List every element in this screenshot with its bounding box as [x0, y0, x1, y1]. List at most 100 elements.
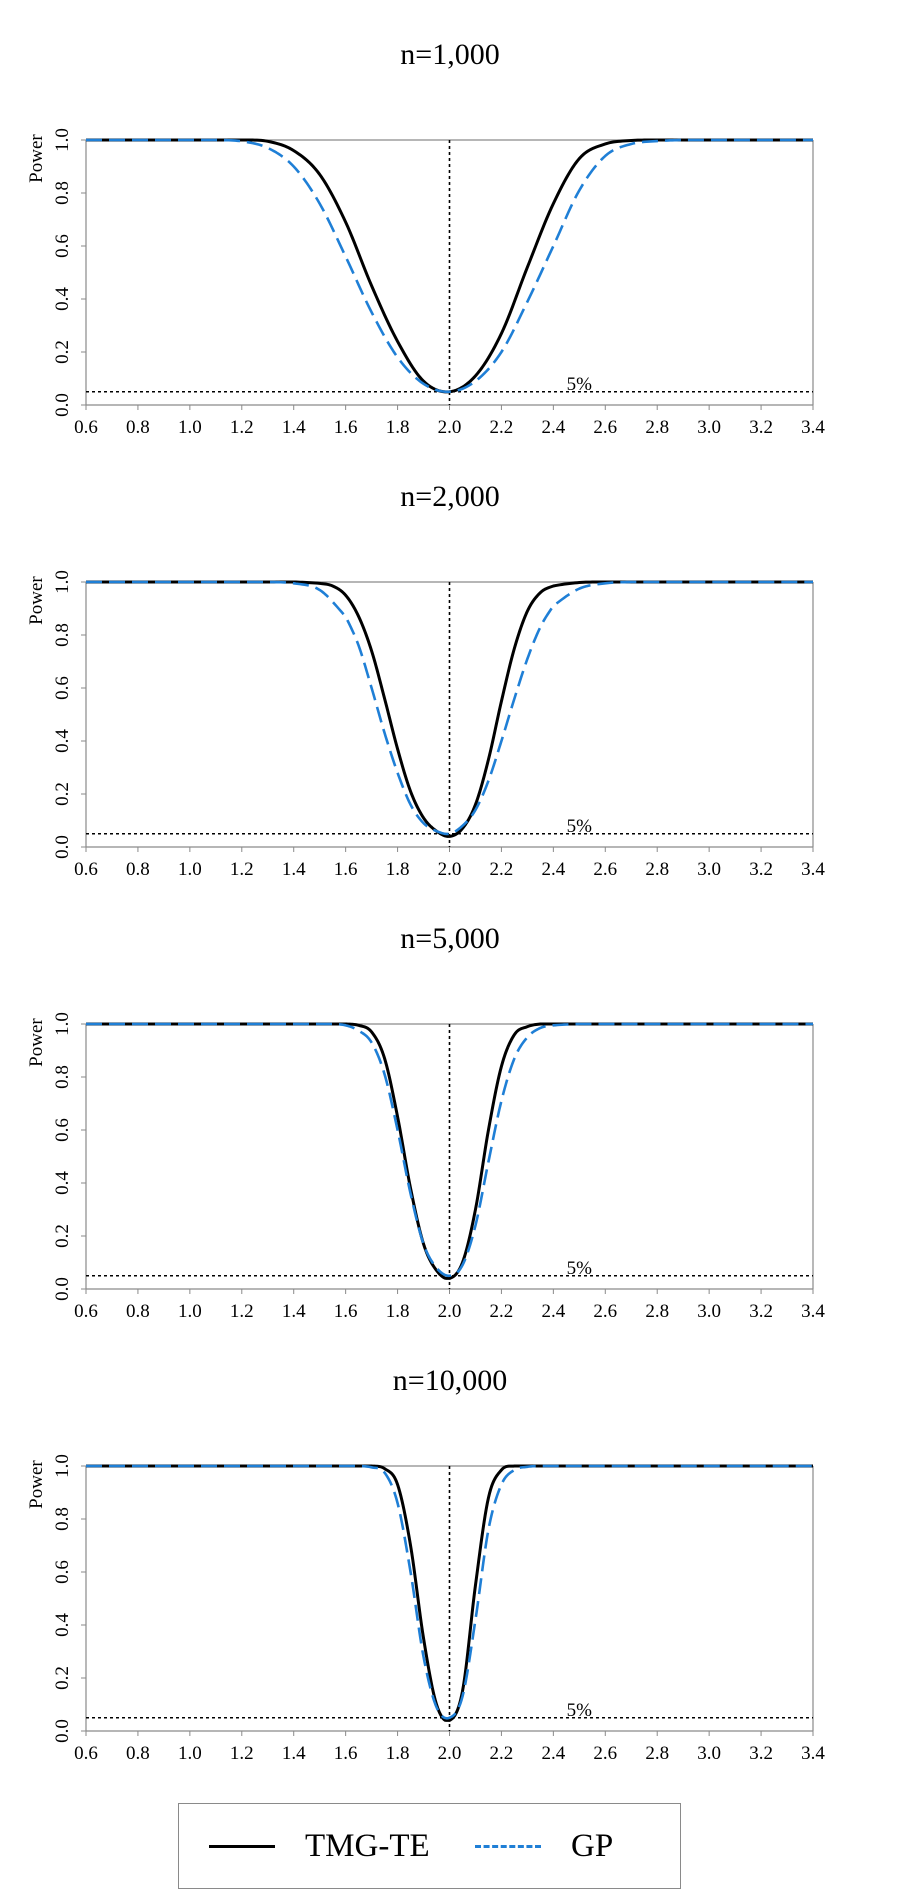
- y-tick-label: 0.0: [52, 1719, 73, 1743]
- chart-legend: TMG-TE GP: [178, 1803, 681, 1889]
- x-tick-label: 3.2: [749, 417, 773, 438]
- y-tick-label: 0.0: [52, 835, 73, 859]
- y-tick-label: 0.6: [52, 234, 73, 258]
- x-tick-label: 2.8: [645, 1743, 669, 1764]
- y-tick-label: 1.0: [52, 570, 73, 594]
- x-tick-label: 3.0: [697, 1301, 721, 1322]
- y-tick-label: 0.6: [52, 676, 73, 700]
- chart-panel-n5000: n=5,000 5% 0.6 0.8 1.0 1.2 1.4 1.6 1.8 2.0 2.2 2.4…: [0, 884, 900, 1324]
- y-axis-label: Power: [26, 576, 47, 625]
- x-tick-label: 2.6: [593, 1301, 617, 1322]
- x-tick-label: 1.2: [230, 1743, 254, 1764]
- power-curve-chart: 5% 0.6 0.8 1.0 1.2 1.4 1.6 1.8 2.0 2.2 2.4 2.6 2.8 3.…: [26, 1012, 825, 1324]
- x-tick-label: 1.8: [386, 859, 410, 880]
- x-tick-label: 3.4: [801, 1743, 825, 1764]
- series-line-gp: [86, 1022, 813, 1278]
- series-line-tmg-te: [86, 580, 813, 838]
- five-percent-label: 5%: [567, 1700, 593, 1721]
- x-tick-label: 1.2: [230, 1301, 254, 1322]
- x-tick-label: 1.6: [334, 859, 358, 880]
- x-axis-label: ϕ2: [797, 879, 817, 882]
- x-tick-label: 2.0: [438, 417, 462, 438]
- y-tick-label: 0.2: [52, 1224, 73, 1248]
- x-tick-label: 1.6: [334, 417, 358, 438]
- legend-swatch-tmg-te: [209, 1845, 275, 1848]
- power-curve-chart: 5% 0.6 0.8 1.0 1.2 1.4 1.6 1.8 2.0 2.2 2.4 2.6 2.8 3.…: [26, 1454, 825, 1766]
- chart-panel-n2000: n=2,000 5% 0.6 0.8 1.0 1.2 1.4 1.6 1.8 2.0 2.2 2.4…: [0, 442, 900, 882]
- y-tick-label: 0.8: [52, 1507, 73, 1531]
- x-tick-label: 0.8: [126, 1301, 150, 1322]
- y-tick-label: 1.0: [52, 1454, 73, 1478]
- five-percent-label: 5%: [567, 1258, 593, 1279]
- x-tick-label: 1.0: [178, 859, 202, 880]
- series-line-tmg-te: [86, 1022, 813, 1280]
- x-tick-label: 2.2: [490, 1743, 514, 1764]
- y-tick-label: 0.4: [52, 287, 73, 311]
- y-tick-label: 0.8: [52, 1065, 73, 1089]
- x-tick-label: 0.8: [126, 859, 150, 880]
- x-tick-label: 3.0: [697, 859, 721, 880]
- x-tick-label: 0.6: [74, 859, 98, 880]
- y-tick-label: 0.2: [52, 1666, 73, 1690]
- x-tick-label: 3.4: [801, 859, 825, 880]
- x-tick-label: 2.8: [645, 859, 669, 880]
- y-tick-label: 0.2: [52, 782, 73, 806]
- x-tick-label: 3.2: [749, 1743, 773, 1764]
- series-line-tmg-te: [86, 1464, 813, 1722]
- x-tick-label: 2.2: [490, 859, 514, 880]
- x-axis-label: ϕ2: [797, 1763, 817, 1766]
- x-tick-label: 2.0: [438, 1743, 462, 1764]
- x-tick-label: 1.6: [334, 1743, 358, 1764]
- y-axis-label: Power: [26, 1018, 47, 1067]
- x-tick-label: 1.4: [282, 859, 306, 880]
- chart-title: n=5,000: [400, 922, 500, 955]
- x-tick-label: 3.2: [749, 1301, 773, 1322]
- x-tick-label: 3.4: [801, 417, 825, 438]
- y-tick-label: 0.4: [52, 1171, 73, 1195]
- power-curve-chart: 5% 0.6 0.8 1.0 1.2 1.4 1.6 1.8 2.0 2.2 2.4 2.6 2.8 3.…: [26, 570, 825, 882]
- y-tick-label: 0.8: [52, 181, 73, 205]
- legend-label-tmg-te: TMG-TE: [305, 1828, 430, 1864]
- x-tick-label: 1.0: [178, 1301, 202, 1322]
- y-tick-label: 0.2: [52, 340, 73, 364]
- x-tick-label: 2.4: [541, 417, 565, 438]
- x-tick-label: 0.8: [126, 1743, 150, 1764]
- x-tick-label: 1.8: [386, 417, 410, 438]
- x-tick-label: 3.2: [749, 859, 773, 880]
- x-tick-label: 1.8: [386, 1743, 410, 1764]
- x-tick-label: 0.6: [74, 417, 98, 438]
- x-tick-label: 0.8: [126, 417, 150, 438]
- x-tick-label: 2.8: [645, 417, 669, 438]
- x-tick-label: 2.4: [541, 1743, 565, 1764]
- x-axis-label: ϕ2: [797, 1321, 817, 1324]
- y-tick-label: 0.4: [52, 729, 73, 753]
- x-tick-label: 1.4: [282, 417, 306, 438]
- y-tick-label: 0.6: [52, 1118, 73, 1142]
- y-axis-label: Power: [26, 1460, 47, 1509]
- x-tick-label: 1.4: [282, 1301, 306, 1322]
- x-tick-label: 3.0: [697, 1743, 721, 1764]
- five-percent-label: 5%: [567, 374, 593, 395]
- x-tick-label: 1.2: [230, 859, 254, 880]
- x-tick-label: 2.6: [593, 859, 617, 880]
- x-axis-label: ϕ2: [797, 437, 817, 440]
- chart-title: n=2,000: [400, 480, 500, 513]
- chart-title: n=1,000: [400, 38, 500, 71]
- x-tick-label: 1.2: [230, 417, 254, 438]
- x-tick-label: 2.6: [593, 1743, 617, 1764]
- y-tick-label: 1.0: [52, 128, 73, 152]
- five-percent-label: 5%: [567, 816, 593, 837]
- x-tick-label: 2.0: [438, 859, 462, 880]
- x-tick-label: 2.0: [438, 1301, 462, 1322]
- y-tick-label: 1.0: [52, 1012, 73, 1036]
- power-curve-chart: 5% 0.6 0.8 1.0 1.2 1.4 1.6 1.8 2.0 2.2 2.4 2.6 2.8 3.…: [26, 128, 825, 440]
- x-tick-label: 3.4: [801, 1301, 825, 1322]
- x-tick-label: 1.0: [178, 417, 202, 438]
- x-tick-label: 1.8: [386, 1301, 410, 1322]
- y-axis-label: Power: [26, 134, 47, 183]
- legend-label-gp: GP: [571, 1828, 614, 1864]
- x-tick-label: 2.2: [490, 417, 514, 438]
- y-tick-label: 0.6: [52, 1560, 73, 1584]
- x-tick-label: 1.4: [282, 1743, 306, 1764]
- y-tick-label: 0.4: [52, 1613, 73, 1637]
